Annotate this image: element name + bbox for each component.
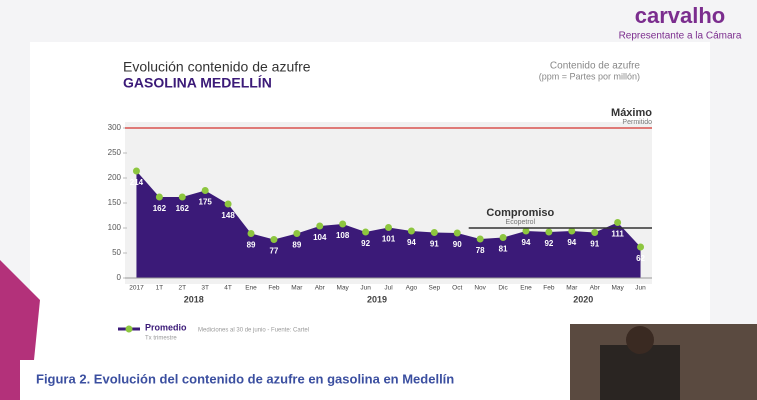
reference-label: Compromiso [486,207,554,219]
group-label: 2020 [573,294,593,304]
y-tick-label: 150 [108,198,122,207]
x-tick-label: Abr [315,285,326,292]
value-label: 214 [130,178,144,187]
logo-subtitle: Representante a la Cámara [619,31,742,42]
legend-note: Tx trimestre [145,336,177,342]
marker [476,235,484,243]
x-tick-label: Jun [635,285,646,292]
marker [224,200,232,208]
x-tick-label: May [611,285,624,292]
reference-sublabel: Permitido [622,119,652,126]
x-tick-label: Feb [543,285,555,292]
x-tick-label: 4T [224,285,232,292]
value-label: 94 [567,238,576,247]
reference-sublabel: Ecopetrol [506,219,536,226]
x-tick-label: Dic [498,285,508,292]
marker [499,234,507,241]
marker [637,243,645,251]
value-label: 162 [153,204,167,213]
value-label: 94 [407,238,416,247]
video-head [626,326,654,354]
logo: carvalho [635,3,726,28]
marker [247,230,255,237]
marker [178,193,186,201]
marker [362,228,370,236]
x-tick-label: Feb [268,285,280,292]
video-person [600,345,680,400]
value-label: 108 [336,231,350,240]
value-label: 175 [199,198,213,207]
marker [132,167,140,175]
value-label: 77 [269,247,278,256]
x-tick-label: Sep [429,285,441,292]
y-tick-label: 100 [108,223,122,232]
marker [385,224,392,231]
marker [522,227,530,235]
y-tick-label: 300 [108,123,122,132]
value-label: 104 [313,233,327,242]
marker [270,236,278,243]
x-tick-label: Jul [384,285,393,292]
x-tick-label: Ago [406,285,418,292]
marker [591,229,599,236]
marker [614,219,622,226]
marker [201,187,209,194]
marker [293,230,301,237]
x-tick-label: Abr [590,285,601,292]
legend-marker [125,325,133,333]
x-tick-label: Jun [360,285,371,292]
x-tick-label: 2T [178,285,186,292]
group-label: 2019 [367,294,387,304]
value-label: 91 [430,240,439,249]
x-tick-label: Mar [566,285,578,292]
value-label: 89 [292,241,301,250]
x-tick-label: Oct [452,285,462,292]
marker [155,193,163,201]
x-tick-label: May [337,285,350,292]
value-label: 92 [361,239,370,248]
value-label: 81 [499,245,508,254]
marker [407,227,415,235]
chart-title: Evolución contenido de azufre [123,59,311,75]
value-label: 148 [221,211,235,220]
marker [568,227,576,235]
reference-label: Máximo [611,107,652,119]
marker [339,220,347,228]
x-tick-label: Ene [520,285,532,292]
value-label: 162 [176,204,190,213]
marker [316,222,324,230]
x-tick-label: 3T [201,285,209,292]
y-tick-label: 200 [108,173,122,182]
value-label: 94 [522,238,531,247]
marker [430,229,438,236]
x-tick-label: Ene [245,285,257,292]
chart-subtitle: GASOLINA MEDELLÍN [123,75,272,91]
legend: Promedio Tx trimestre Mediciones al 30 d… [118,322,309,342]
caption: Figura 2. Evolución del contenido de azu… [36,371,454,386]
source-note: Mediciones al 30 de junio - Fuente: Cart… [198,328,309,334]
group-label: 2018 [184,294,204,304]
marker [545,228,553,236]
value-label: 92 [544,239,553,248]
y-tick-label: 0 [117,273,122,282]
area [136,171,641,278]
marker [453,229,461,237]
x-tick-label: Nov [474,285,486,292]
x-tick-label: 2017 [129,285,144,292]
x-tick-label: Mar [291,285,303,292]
value-label: 101 [382,235,396,244]
unit-note: (ppm = Partes por millón) [539,71,640,81]
legend-label: Promedio [145,322,187,332]
value-label: 89 [247,241,256,250]
value-label: 111 [611,230,624,239]
value-label: 90 [453,240,462,249]
unit-title: Contenido de azufre [550,61,641,72]
value-label: 91 [590,240,599,249]
value-label: 62 [636,254,645,263]
value-label: 78 [476,246,485,255]
y-tick-label: 250 [108,148,122,157]
y-tick-label: 50 [112,248,121,257]
x-tick-label: 1T [156,285,164,292]
